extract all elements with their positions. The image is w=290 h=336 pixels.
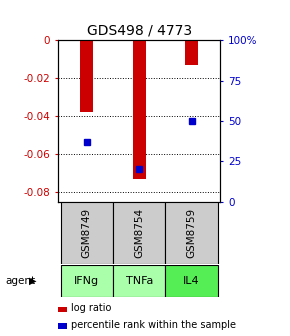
FancyBboxPatch shape [165, 265, 218, 297]
Text: GSM8754: GSM8754 [134, 208, 144, 258]
FancyBboxPatch shape [113, 202, 165, 264]
Bar [133, 40, 146, 179]
FancyBboxPatch shape [61, 202, 113, 264]
Text: agent: agent [6, 276, 36, 286]
Text: IFNg: IFNg [74, 277, 99, 286]
Text: IL4: IL4 [183, 277, 200, 286]
Text: GSM8759: GSM8759 [186, 208, 197, 258]
FancyBboxPatch shape [113, 265, 165, 297]
FancyBboxPatch shape [61, 265, 113, 297]
Text: log ratio: log ratio [71, 303, 111, 313]
Text: percentile rank within the sample: percentile rank within the sample [71, 320, 236, 330]
Text: ▶: ▶ [29, 276, 37, 286]
Bar [80, 40, 93, 113]
Title: GDS498 / 4773: GDS498 / 4773 [87, 24, 192, 38]
FancyBboxPatch shape [165, 202, 218, 264]
Text: TNFa: TNFa [126, 277, 153, 286]
Text: GSM8749: GSM8749 [82, 208, 92, 258]
Bar [185, 40, 198, 65]
